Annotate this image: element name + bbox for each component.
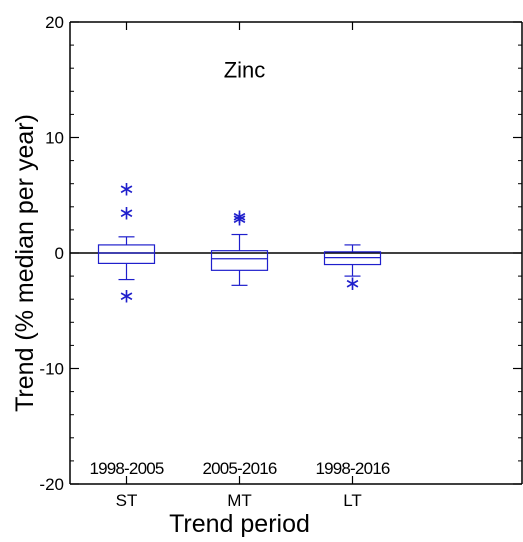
y-tick-label: 10 xyxy=(45,129,64,148)
chart-title: Zinc xyxy=(224,57,266,82)
box-iqr xyxy=(210,250,269,271)
outlier-point: ∗ xyxy=(344,273,361,295)
box-MT: ∗∗ xyxy=(210,206,269,286)
outlier-point: ∗ xyxy=(118,286,135,308)
box-ST: ∗ ∗ ∗ xyxy=(97,178,156,308)
outlier-point: ∗ xyxy=(231,206,248,228)
x-tick-label: LT xyxy=(343,491,362,510)
chart-labels: -20 -10 0 10 20 ST MT LT 1998-2005 2005-2016 1998-… xyxy=(11,13,391,538)
x-tick-label: MT xyxy=(227,491,252,510)
y-tick-label: -20 xyxy=(39,475,64,494)
box-iqr xyxy=(97,244,156,264)
box-plot-marks: ∗∗∗∗∗∗ xyxy=(97,178,382,308)
outlier-point: ∗ xyxy=(118,203,135,225)
period-label: 2005-2016 xyxy=(202,459,276,478)
y-tick-label: 0 xyxy=(55,244,64,263)
y-tick-label: 20 xyxy=(45,13,64,32)
outlier-point: ∗ xyxy=(231,208,248,230)
period-label: 1998-2016 xyxy=(315,459,389,478)
y-axis-title: Trend (% median per year) xyxy=(11,114,39,412)
period-label: 1998-2005 xyxy=(89,459,163,478)
outlier-point: ∗ xyxy=(118,178,135,200)
box-LT: ∗ xyxy=(323,244,382,295)
x-axis-title: Trend period xyxy=(169,510,310,538)
x-tick-label: ST xyxy=(116,491,138,510)
y-tick-label: -10 xyxy=(39,360,64,379)
